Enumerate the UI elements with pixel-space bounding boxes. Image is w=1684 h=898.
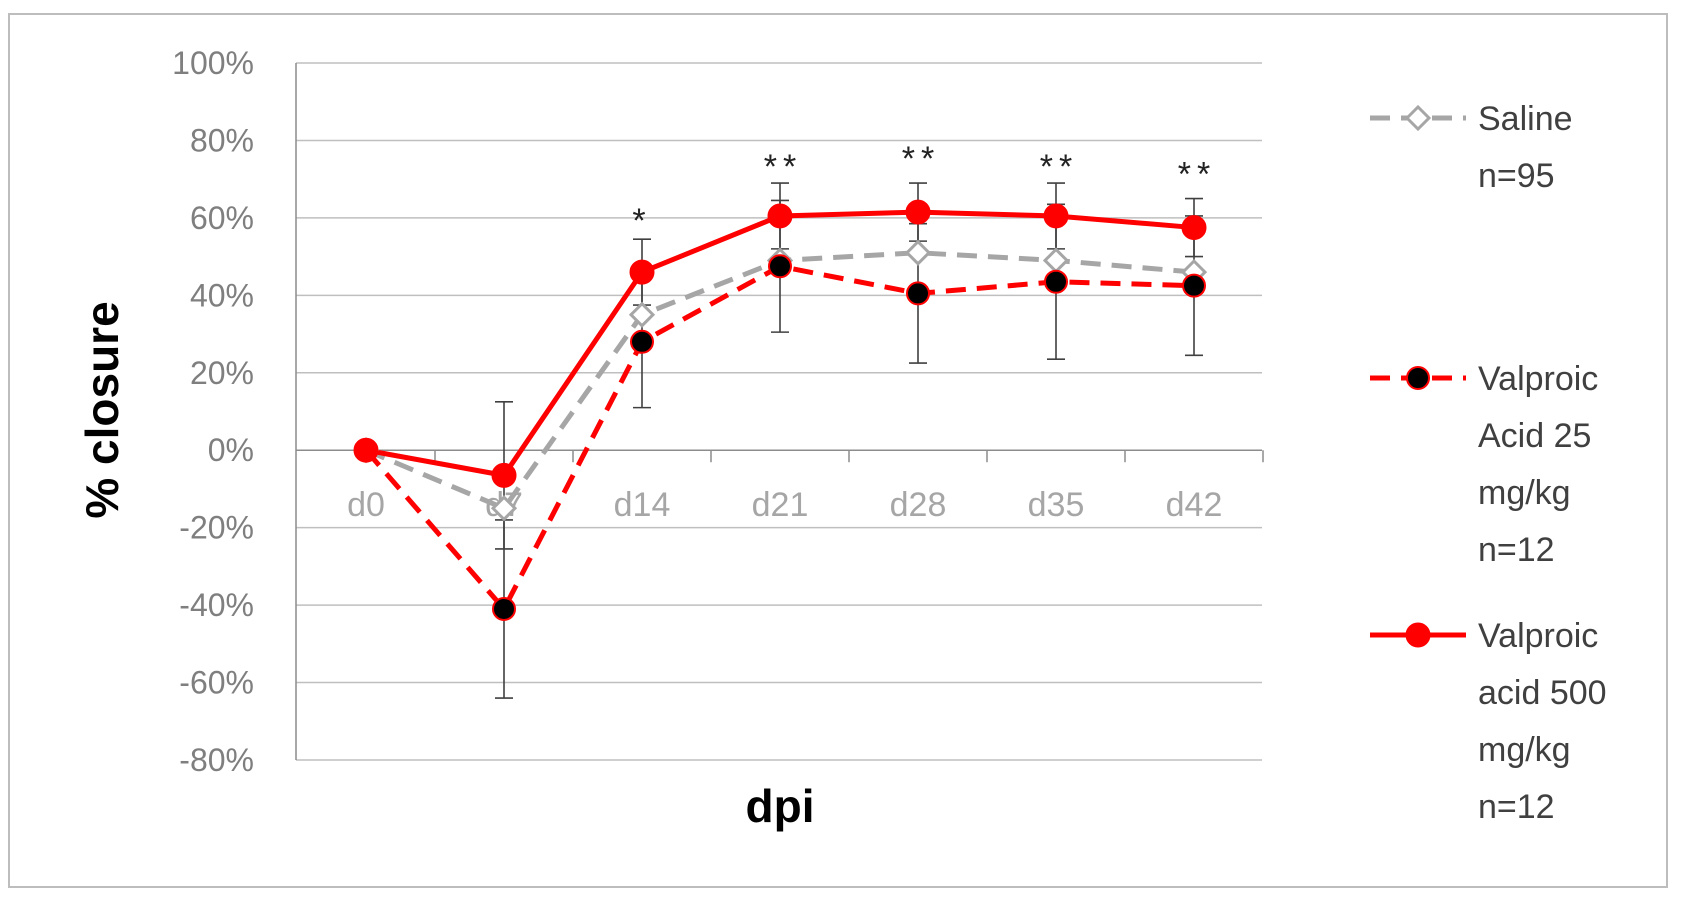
legend-label: mg/kg — [1478, 474, 1571, 512]
x-tick-label: d14 — [614, 486, 671, 524]
legend-label: acid 500 — [1478, 674, 1607, 712]
y-tick-label: 100% — [172, 45, 254, 81]
point-marker-diamond — [490, 495, 518, 522]
error-bars — [495, 182, 1203, 699]
x-tick-label: d35 — [1028, 486, 1085, 524]
point-marker-circle — [1182, 273, 1206, 298]
x-axis-title: dpi — [746, 780, 815, 832]
y-tick-label: 20% — [190, 355, 254, 391]
y-tick-labels: -80% -60% -40% -20% 0% 20% 40% 60% 80% 100% — [172, 45, 254, 778]
point-marker-diamond — [1404, 104, 1432, 132]
x-tick-label: d42 — [1166, 486, 1223, 524]
y-tick-label: -20% — [179, 510, 254, 546]
point-marker-circle — [1405, 622, 1431, 648]
point-marker-circle — [492, 596, 516, 621]
legend-label: Acid 25 — [1478, 417, 1591, 455]
significance-marker: ** — [902, 140, 940, 178]
x-tick-label: d28 — [890, 486, 947, 524]
point-marker-diamond — [628, 301, 656, 328]
y-tick-label: 40% — [190, 277, 254, 313]
y-axis-title: % closure — [76, 301, 128, 518]
point-marker-circle — [1406, 366, 1430, 390]
x-tick-labels: d0d7d14d21d28d35d42 — [347, 486, 1222, 524]
legend-entry-vpa25: Valproic Acid 25 mg/kg n=12 — [1370, 360, 1598, 569]
significance-marker: ** — [764, 148, 802, 186]
legend-label: n=95 — [1478, 157, 1555, 195]
point-marker-circle — [630, 329, 654, 354]
y-tick-label: 60% — [190, 200, 254, 236]
y-tick-label: -60% — [179, 665, 254, 701]
significance-annotations: *** ** ** ** — [632, 140, 1216, 240]
data-points — [352, 199, 1208, 621]
legend-label: n=12 — [1478, 788, 1555, 826]
point-marker-diamond — [1042, 247, 1070, 274]
point-marker-circle — [353, 437, 379, 463]
legend-entry-saline: Saline n=95 — [1370, 100, 1573, 195]
point-marker-circle — [1043, 203, 1069, 229]
legend-label: Valproic — [1478, 360, 1598, 398]
y-tick-label: -80% — [179, 742, 254, 778]
point-marker-circle — [1044, 269, 1068, 294]
legend-entry-vpa500: Valproic acid 500 mg/kg n=12 — [1370, 617, 1607, 826]
point-marker-circle — [906, 281, 930, 306]
significance-marker: ** — [1178, 156, 1216, 194]
x-tick-label: d0 — [347, 486, 385, 524]
significance-marker: * — [632, 202, 651, 240]
y-tick-label: 80% — [190, 122, 254, 158]
point-marker-circle — [768, 254, 792, 279]
point-marker-circle — [1181, 215, 1207, 241]
point-marker-circle — [905, 199, 931, 225]
significance-marker: ** — [1040, 148, 1078, 186]
legend-label: Saline — [1478, 100, 1573, 138]
point-marker-diamond — [904, 239, 932, 266]
point-marker-circle — [767, 203, 793, 229]
legend-label: mg/kg — [1478, 731, 1571, 769]
y-tick-label: 0% — [208, 432, 254, 468]
x-tick-label: d21 — [752, 486, 809, 524]
legend-label: Valproic — [1478, 617, 1598, 655]
axes — [295, 63, 1264, 760]
point-marker-circle — [491, 462, 517, 488]
gridlines — [296, 62, 1262, 761]
point-marker-circle — [629, 259, 655, 285]
y-tick-label: -40% — [179, 587, 254, 623]
legend-label: n=12 — [1478, 531, 1555, 569]
